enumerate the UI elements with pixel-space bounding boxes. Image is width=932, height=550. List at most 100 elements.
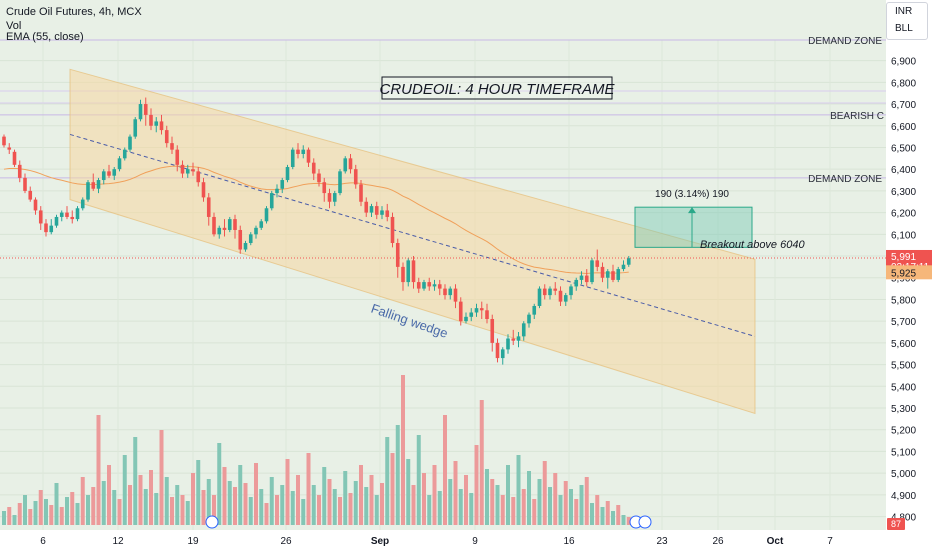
volume-bar [54, 483, 59, 525]
volume-bar [7, 507, 12, 525]
y-tick-label: 5,500 [891, 361, 916, 372]
volume-bar [296, 475, 300, 525]
candle-body [437, 284, 442, 289]
candle-body [579, 275, 584, 280]
candle-body [254, 227, 258, 235]
x-tick-label: Oct [767, 536, 784, 547]
y-tick-label: 6,700 [891, 100, 916, 111]
candle-body [558, 290, 563, 302]
candle-body [506, 338, 510, 350]
candle-body [185, 169, 190, 174]
volume-bar [437, 491, 442, 525]
volume-bar [595, 495, 600, 525]
candle-body [322, 182, 327, 194]
x-tick-label: Sep [371, 536, 389, 547]
volume-bar [401, 375, 405, 525]
volume-bar [196, 460, 201, 525]
candle-body [96, 180, 101, 189]
candle-body [569, 286, 573, 296]
candle-body [474, 308, 479, 313]
y-tick-label: 5,600 [891, 339, 916, 350]
candle-body [248, 234, 253, 244]
volume-badge-label: 87 [891, 519, 901, 529]
symbol-title[interactable]: Crude Oil Futures, 4h, MCX [6, 6, 142, 18]
candle-body [201, 182, 206, 198]
candle-body [217, 227, 222, 235]
volume-bar [317, 495, 321, 525]
candle-body [369, 206, 374, 213]
y-tick-label: 5,000 [891, 469, 916, 480]
volume-bar [616, 505, 621, 525]
candle-body [511, 338, 516, 341]
candle-body [38, 210, 43, 224]
candle-body [458, 301, 463, 322]
candle-body [59, 212, 64, 217]
volume-bar [59, 507, 64, 525]
volume-badge [887, 518, 905, 530]
ema-price-label: 5,925 [891, 268, 916, 279]
volume-bar [558, 495, 563, 525]
candle-body [416, 282, 421, 289]
zone-label: BEARISH C [830, 111, 884, 122]
candle-body [164, 130, 169, 144]
volume-bar [180, 495, 185, 525]
candle-body [548, 288, 552, 296]
candle-body [154, 121, 159, 126]
volume-bar [485, 469, 489, 525]
candle-body [54, 216, 59, 226]
volume-bar [112, 490, 117, 525]
volume-bar [75, 503, 80, 525]
candle-body [12, 151, 17, 165]
candle-body [584, 275, 589, 283]
y-tick-label: 5,300 [891, 404, 916, 415]
volume-bar [385, 437, 390, 525]
volume-bar [238, 465, 243, 525]
candle-body [406, 260, 411, 283]
volume-bar [542, 461, 547, 525]
volume-bar [343, 471, 348, 525]
volume-bar [159, 430, 164, 525]
candle-body [238, 229, 243, 250]
volume-bar [12, 515, 17, 525]
y-tick-label: 5,100 [891, 447, 916, 458]
candle-body [227, 219, 232, 230]
candle-body [233, 219, 237, 230]
candle-body [70, 216, 75, 220]
candle-body [65, 212, 69, 217]
volume-bar [2, 511, 6, 525]
x-tick-label: 7 [827, 536, 833, 547]
volume-bar [600, 507, 605, 525]
ema-indicator-label[interactable]: EMA (55, close) [6, 31, 84, 43]
volume-bar [322, 467, 327, 525]
volume-bar [579, 485, 584, 525]
x-tick-label: 16 [563, 536, 575, 547]
volume-bar [301, 499, 306, 525]
volume-bar [553, 473, 558, 525]
currency-unit-selector[interactable]: INR BLL [886, 2, 928, 40]
volume-bar [338, 497, 342, 525]
volume-bar [422, 473, 426, 525]
volume-bar [248, 497, 253, 525]
candle-body [464, 316, 468, 322]
volume-indicator-label[interactable]: Vol [6, 20, 22, 32]
candle-body [301, 149, 306, 154]
volume-bar [490, 479, 495, 525]
volume-bar [495, 485, 500, 525]
volume-bar [275, 495, 279, 525]
candle-body [138, 104, 143, 120]
measure-label: 190 (3.14%) 190 [655, 189, 729, 200]
candle-body [453, 288, 458, 302]
volume-bar [243, 483, 248, 525]
volume-bar [327, 479, 332, 525]
volume-bar [380, 483, 384, 525]
volume-bar [332, 489, 337, 525]
candle-body [101, 171, 106, 181]
volume-bar [254, 463, 258, 525]
candle-body [390, 216, 395, 244]
candle-body [212, 216, 216, 235]
volume-bar [369, 475, 374, 525]
volume-bar [506, 465, 510, 525]
candle-body [285, 167, 290, 181]
candle-body [280, 180, 285, 189]
